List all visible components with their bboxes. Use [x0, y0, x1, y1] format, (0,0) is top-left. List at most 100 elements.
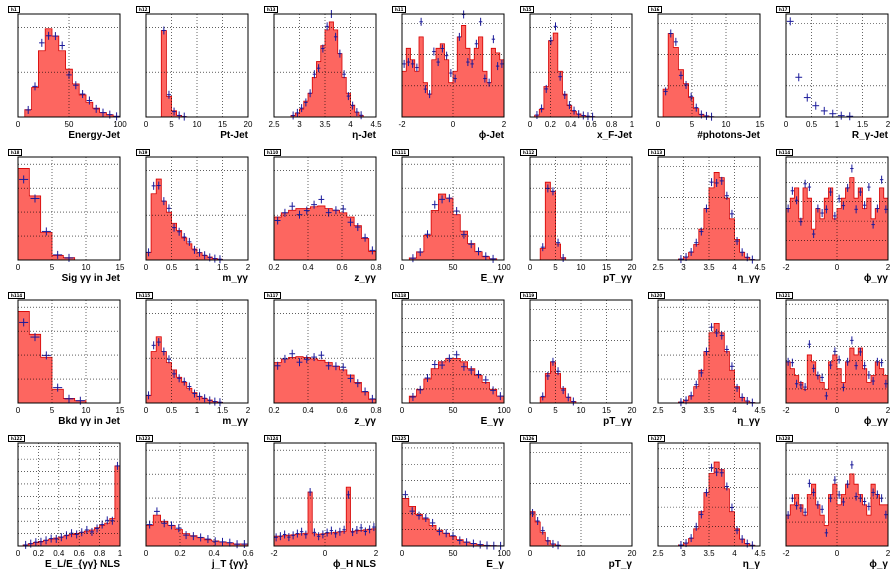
- x-tick-label: 50: [449, 549, 458, 558]
- data-point: [350, 528, 355, 537]
- data-point: [466, 58, 470, 67]
- histogram-id-tag: h19: [136, 149, 151, 156]
- data-point: [32, 82, 38, 91]
- data-point: [93, 104, 99, 113]
- data-point: [187, 382, 192, 391]
- data-point: [745, 396, 750, 405]
- histogram-fill: [529, 511, 632, 547]
- histogram-plot: 2.5 3 3.5 4 4.5η_γ: [652, 442, 766, 570]
- data-point: [304, 98, 308, 107]
- data-point: [177, 111, 182, 120]
- data-point: [69, 529, 74, 538]
- data-point: [289, 349, 296, 358]
- data-point: [419, 17, 423, 26]
- histogram-panel: 0 50 100 E_γγ h111: [384, 143, 512, 286]
- data-point: [369, 246, 376, 255]
- histogram-plot: -2 0 2ϕ_H NLS: [270, 442, 379, 570]
- histogram-fill: [17, 168, 120, 261]
- data-point: [740, 393, 745, 402]
- x-tick-label: 0: [528, 549, 533, 558]
- x-tick-label: 0: [400, 549, 405, 558]
- x-axis-label: E_γ: [486, 559, 504, 570]
- data-point: [858, 188, 863, 197]
- x-axis-label: #photons-Jet: [697, 130, 760, 141]
- data-point: [704, 347, 709, 356]
- x-tick-label: 20: [628, 263, 637, 272]
- x-tick-label: 100: [497, 406, 511, 415]
- x-tick-label: 0.5: [806, 120, 818, 129]
- histogram-id-tag: h15: [520, 6, 535, 13]
- data-point: [812, 101, 820, 110]
- data-point: [735, 237, 740, 246]
- x-tick-label: 1: [835, 120, 840, 129]
- data-point: [308, 488, 312, 497]
- x-tick-label: 2: [886, 263, 891, 272]
- x-tick-label: 0: [835, 263, 840, 272]
- data-point: [790, 358, 795, 367]
- data-point: [871, 377, 875, 386]
- data-point: [19, 175, 29, 184]
- x-tick-label: 0: [528, 406, 533, 415]
- data-point: [867, 183, 871, 192]
- data-point: [714, 328, 719, 337]
- data-point: [241, 540, 248, 549]
- data-point: [845, 357, 850, 366]
- x-tick-label: 2: [886, 549, 891, 558]
- histogram-fill: [658, 172, 760, 261]
- data-point: [202, 251, 207, 260]
- data-point: [197, 392, 202, 401]
- x-tick-label: 2.5: [268, 120, 280, 129]
- data-point: [355, 108, 359, 117]
- x-axis-label: ϕ_γ: [869, 559, 888, 570]
- data-point: [369, 394, 376, 403]
- data-point: [820, 106, 828, 115]
- histogram-fill: [530, 32, 632, 118]
- x-axis-label: m_γγ: [222, 273, 248, 284]
- histogram-id-tag: h13: [264, 6, 279, 13]
- data-point: [318, 351, 325, 360]
- data-point: [567, 101, 572, 110]
- x-tick-label: 2: [246, 406, 251, 415]
- x-tick-label: 5: [553, 406, 558, 415]
- data-point: [535, 517, 540, 526]
- data-point: [811, 230, 816, 239]
- histogram-id-tag: h120: [648, 292, 666, 299]
- data-point: [803, 508, 807, 517]
- x-tick-label: 0: [400, 406, 405, 415]
- data-point: [424, 374, 431, 383]
- data-point: [359, 523, 363, 532]
- data-point: [689, 534, 694, 543]
- data-point: [177, 227, 182, 236]
- data-point: [807, 479, 812, 488]
- histogram-id-tag: h16: [648, 6, 663, 13]
- data-point: [33, 538, 38, 547]
- data-point: [446, 354, 453, 363]
- data-point: [19, 318, 29, 327]
- x-tick-label: 0.4: [302, 406, 314, 415]
- histogram-panel: -2 0 2 ϕ_γγ h121: [768, 286, 896, 429]
- histogram-plot: 0 0.5 1 1.5 2m_γγ: [144, 156, 251, 284]
- data-point: [470, 59, 474, 68]
- x-tick-label: 10: [577, 549, 586, 558]
- data-point: [303, 206, 310, 215]
- data-point: [799, 217, 803, 226]
- data-point: [282, 208, 288, 217]
- data-point: [545, 184, 550, 193]
- data-point: [837, 355, 841, 364]
- data-point: [212, 254, 217, 263]
- histogram-panel: 2.5 3 3.5 4 4.5 η-Jet h13: [256, 0, 384, 143]
- data-point: [312, 528, 317, 537]
- histogram-panel: 0 50 100 E_γγ h118: [384, 286, 512, 429]
- data-point: [491, 35, 496, 44]
- data-point: [461, 362, 467, 371]
- x-tick-label: 5: [50, 263, 55, 272]
- data-point: [429, 518, 436, 527]
- histogram-id-tag: h111: [392, 149, 410, 156]
- histogram-fill: [17, 311, 120, 404]
- x-tick-label: 4: [348, 120, 353, 129]
- data-point: [884, 510, 888, 519]
- data-point: [226, 538, 233, 547]
- histogram-id-tag: h114: [8, 292, 26, 299]
- x-tick-label: 0.4: [53, 549, 65, 558]
